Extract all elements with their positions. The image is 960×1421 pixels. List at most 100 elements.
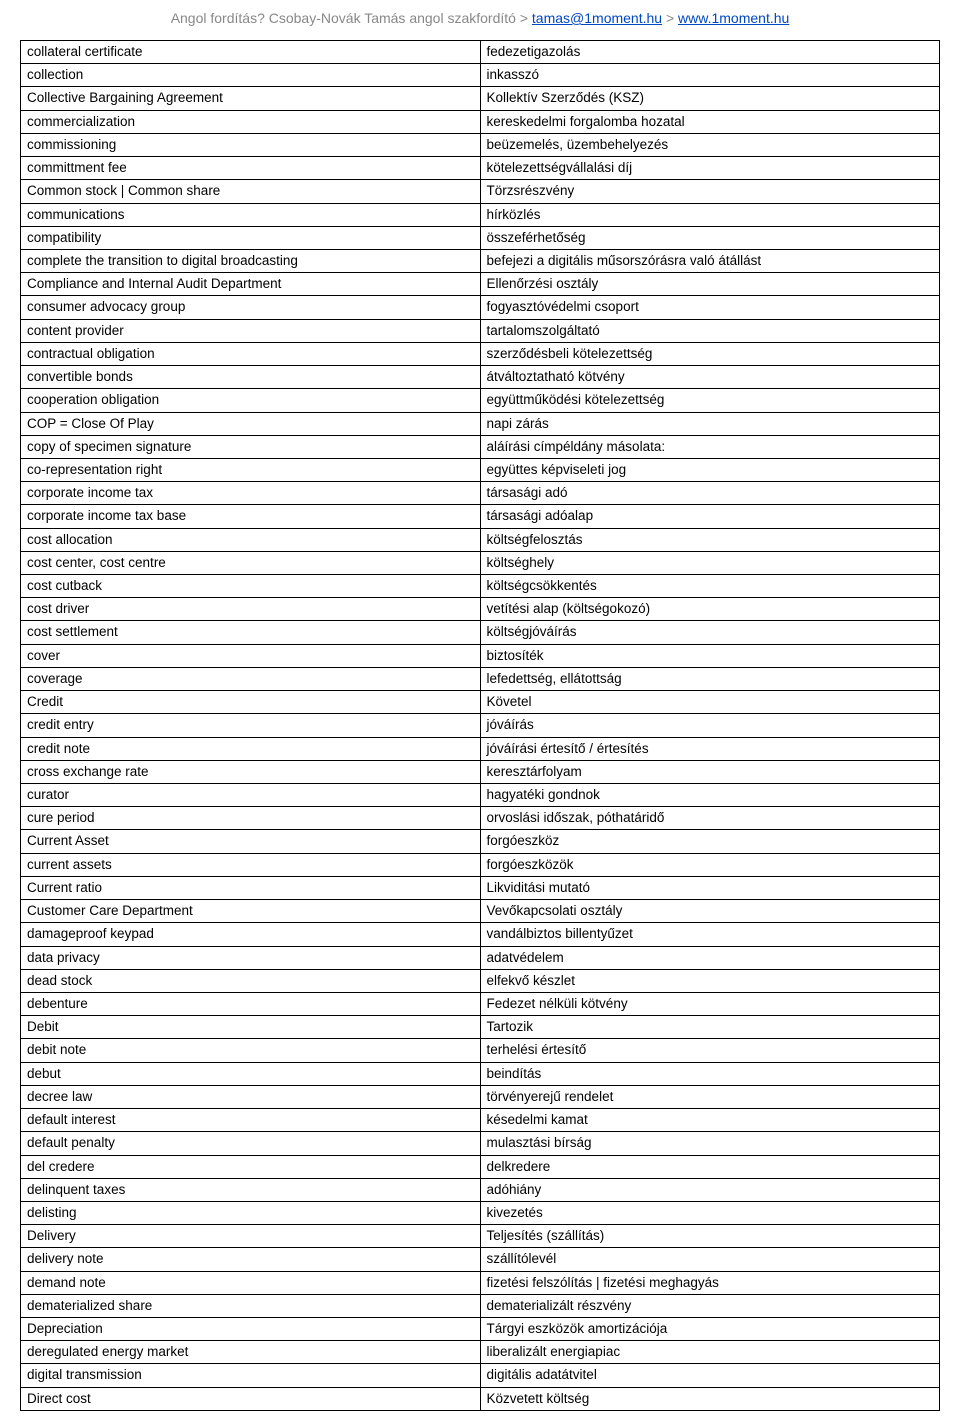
header-site-link[interactable]: www.1moment.hu [678, 10, 789, 26]
english-term: decree law [21, 1085, 481, 1108]
table-row: demand notefizetési felszólítás | fizeté… [21, 1271, 940, 1294]
table-row: debit noteterhelési értesítő [21, 1039, 940, 1062]
english-term: Depreciation [21, 1318, 481, 1341]
english-term: debut [21, 1062, 481, 1085]
hungarian-term: kivezetés [480, 1201, 940, 1224]
table-row: corporate income tax basetársasági adóal… [21, 505, 940, 528]
hungarian-term: jóváírási értesítő / értesítés [480, 737, 940, 760]
hungarian-term: tartalomszolgáltató [480, 319, 940, 342]
table-row: cure periodorvoslási időszak, póthatárid… [21, 807, 940, 830]
english-term: commissioning [21, 133, 481, 156]
hungarian-term: fizetési felszólítás | fizetési meghagyá… [480, 1271, 940, 1294]
hungarian-term: Likviditási mutató [480, 876, 940, 899]
table-row: DepreciationTárgyi eszközök amortizációj… [21, 1318, 940, 1341]
english-term: copy of specimen signature [21, 435, 481, 458]
english-term: damageproof keypad [21, 923, 481, 946]
hungarian-term: Tárgyi eszközök amortizációja [480, 1318, 940, 1341]
english-term: cure period [21, 807, 481, 830]
table-row: credit entryjóváírás [21, 714, 940, 737]
hungarian-term: elfekvő készlet [480, 969, 940, 992]
english-term: delinquent taxes [21, 1178, 481, 1201]
table-row: contractual obligationszerződésbeli köte… [21, 342, 940, 365]
table-row: data privacyadatvédelem [21, 946, 940, 969]
hungarian-term: Tartozik [480, 1016, 940, 1039]
english-term: commercialization [21, 110, 481, 133]
english-term: collection [21, 64, 481, 87]
hungarian-term: adatvédelem [480, 946, 940, 969]
english-term: deregulated energy market [21, 1341, 481, 1364]
hungarian-term: terhelési értesítő [480, 1039, 940, 1062]
hungarian-term: Fedezet nélküli kötvény [480, 992, 940, 1015]
table-row: commercializationkereskedelmi forgalomba… [21, 110, 940, 133]
hungarian-term: fogyasztóvédelmi csoport [480, 296, 940, 319]
english-term: coverage [21, 667, 481, 690]
table-row: delivery noteszállítólevél [21, 1248, 940, 1271]
hungarian-term: befejezi a digitális műsorszórásra való … [480, 249, 940, 272]
header-prefix: Angol fordítás? Csobay-Novák Tamás angol… [171, 10, 532, 26]
hungarian-term: vandálbiztos billentyűzet [480, 923, 940, 946]
english-term: Current ratio [21, 876, 481, 899]
table-row: content providertartalomszolgáltató [21, 319, 940, 342]
hungarian-term: hagyatéki gondnok [480, 784, 940, 807]
table-row: curatorhagyatéki gondnok [21, 784, 940, 807]
hungarian-term: digitális adatátvitel [480, 1364, 940, 1387]
table-row: digital transmissiondigitális adatátvite… [21, 1364, 940, 1387]
english-term: Delivery [21, 1225, 481, 1248]
english-term: cost settlement [21, 621, 481, 644]
hungarian-term: forgóeszközök [480, 853, 940, 876]
english-term: debenture [21, 992, 481, 1015]
hungarian-term: kötelezettségvállalási díj [480, 157, 940, 180]
hungarian-term: költségjóváírás [480, 621, 940, 644]
table-row: corporate income taxtársasági adó [21, 482, 940, 505]
table-row: committment feekötelezettségvállalási dí… [21, 157, 940, 180]
hungarian-term: vetítési alap (költségokozó) [480, 598, 940, 621]
english-term: delivery note [21, 1248, 481, 1271]
dictionary-table: collateral certificatefedezetigazoláscol… [20, 40, 940, 1411]
table-row: CreditKövetel [21, 691, 940, 714]
hungarian-term: forgóeszköz [480, 830, 940, 853]
hungarian-term: biztosíték [480, 644, 940, 667]
table-row: commissioningbeüzemelés, üzembehelyezés [21, 133, 940, 156]
table-row: communicationshírközlés [21, 203, 940, 226]
english-term: Compliance and Internal Audit Department [21, 273, 481, 296]
table-row: Direct costKözvetett költség [21, 1387, 940, 1410]
table-row: delinquent taxesadóhiány [21, 1178, 940, 1201]
table-row: coverbiztosíték [21, 644, 940, 667]
english-term: collateral certificate [21, 41, 481, 64]
table-row: COP = Close Of Playnapi zárás [21, 412, 940, 435]
table-row: default interestkésedelmi kamat [21, 1109, 940, 1132]
hungarian-term: együttműködési kötelezettség [480, 389, 940, 412]
hungarian-term: átváltoztatható kötvény [480, 366, 940, 389]
english-term: demand note [21, 1271, 481, 1294]
hungarian-term: törvényerejű rendelet [480, 1085, 940, 1108]
header-email-link[interactable]: tamas@1moment.hu [532, 10, 662, 26]
table-row: DebitTartozik [21, 1016, 940, 1039]
hungarian-term: összeférhetőség [480, 226, 940, 249]
english-term: Debit [21, 1016, 481, 1039]
table-row: debutbeindítás [21, 1062, 940, 1085]
hungarian-term: fedezetigazolás [480, 41, 940, 64]
english-term: dead stock [21, 969, 481, 992]
english-term: digital transmission [21, 1364, 481, 1387]
table-row: dematerialized sharedematerializált rész… [21, 1294, 940, 1317]
table-row: cost drivervetítési alap (költségokozó) [21, 598, 940, 621]
table-row: cooperation obligationegyüttműködési köt… [21, 389, 940, 412]
english-term: content provider [21, 319, 481, 342]
hungarian-term: Ellenőrzési osztály [480, 273, 940, 296]
table-row: convertible bondsátváltoztatható kötvény [21, 366, 940, 389]
english-term: communications [21, 203, 481, 226]
english-term: Direct cost [21, 1387, 481, 1410]
table-row: debentureFedezet nélküli kötvény [21, 992, 940, 1015]
english-term: Current Asset [21, 830, 481, 853]
table-row: dead stockelfekvő készlet [21, 969, 940, 992]
hungarian-term: szállítólevél [480, 1248, 940, 1271]
english-term: cost allocation [21, 528, 481, 551]
english-term: default interest [21, 1109, 481, 1132]
english-term: Credit [21, 691, 481, 714]
hungarian-term: Kollektív Szerződés (KSZ) [480, 87, 940, 110]
table-row: coveragelefedettség, ellátottság [21, 667, 940, 690]
english-term: data privacy [21, 946, 481, 969]
english-term: debit note [21, 1039, 481, 1062]
english-term: contractual obligation [21, 342, 481, 365]
hungarian-term: aláírási címpéldány másolata: [480, 435, 940, 458]
